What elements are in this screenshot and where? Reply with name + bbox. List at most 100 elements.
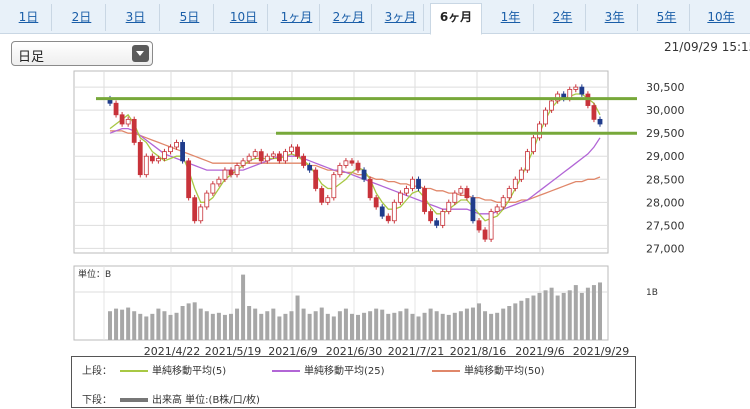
volume-bar xyxy=(549,287,554,340)
volume-bar xyxy=(585,287,590,340)
volume-bar xyxy=(525,298,530,340)
volume-tick-label: 1B xyxy=(646,288,658,298)
volume-bar xyxy=(573,285,578,340)
candle-body xyxy=(295,146,300,157)
volume-bar xyxy=(247,306,252,340)
tab-1[interactable]: 2日 xyxy=(58,4,106,31)
tab-7[interactable]: 3ヶ月 xyxy=(378,4,424,31)
x-tick-label: 2021/5/19 xyxy=(205,345,261,356)
tab-5[interactable]: 1ヶ月 xyxy=(274,4,320,31)
candle-body xyxy=(252,151,258,157)
candle-body xyxy=(446,201,452,212)
volume-bar xyxy=(144,316,149,340)
volume-bar xyxy=(241,274,246,340)
volume-bar xyxy=(295,295,300,340)
candle-body xyxy=(343,160,349,166)
volume-unit-label: 単位：B xyxy=(78,268,111,280)
candle-body xyxy=(337,165,343,176)
volume-bar xyxy=(307,313,312,340)
candle-body xyxy=(512,178,518,189)
x-tick-label: 2021/8/16 xyxy=(450,345,506,356)
tab-10[interactable]: 2年 xyxy=(540,4,586,31)
candle-body xyxy=(307,165,313,171)
x-tick-label: 2021/6/30 xyxy=(326,345,382,356)
ma5-line xyxy=(109,93,601,222)
volume-bar xyxy=(567,290,572,340)
candle-body xyxy=(573,86,579,90)
candle-body xyxy=(180,142,185,162)
candle-body xyxy=(476,220,482,231)
tab-2[interactable]: 3日 xyxy=(112,4,160,31)
volume-bar xyxy=(598,282,602,340)
candle-body xyxy=(319,188,325,203)
candle-body xyxy=(125,118,131,125)
volume-bar xyxy=(374,308,379,340)
tab-13[interactable]: 10年 xyxy=(707,10,735,24)
volume-bar xyxy=(561,292,566,340)
candle-body xyxy=(301,155,306,166)
tab-9[interactable]: 1年 xyxy=(488,4,534,31)
tab-3[interactable]: 5日 xyxy=(166,4,214,31)
volume-bar xyxy=(410,313,415,340)
candle-body xyxy=(228,169,234,176)
volume-bar xyxy=(470,307,475,340)
candle-body xyxy=(143,155,149,176)
candle-body xyxy=(325,197,331,203)
tab-12[interactable]: 5年 xyxy=(644,4,690,31)
volume-bar xyxy=(120,309,125,340)
candle-body xyxy=(349,160,355,164)
volume-bar xyxy=(343,308,348,340)
interval-select[interactable]: 日足 xyxy=(11,41,153,66)
candle-body xyxy=(234,165,240,176)
candle-body xyxy=(289,146,294,153)
volume-bar xyxy=(531,295,536,340)
volume-bar xyxy=(452,312,457,340)
dropdown-arrow-icon[interactable] xyxy=(132,45,149,62)
volume-bar xyxy=(543,290,548,340)
candle-body xyxy=(482,229,488,240)
tab-8[interactable]: 6ヶ月 xyxy=(430,3,482,35)
volume-bar xyxy=(319,307,324,340)
volume-bar xyxy=(337,311,342,340)
candle-body xyxy=(131,118,137,143)
candle-body xyxy=(434,220,440,226)
candle-body xyxy=(531,137,536,153)
chart-legend: 上段： 単純移動平均(5) 単純移動平均(25) 単純移動平均(50) 下段： … xyxy=(71,356,636,408)
volume-bar xyxy=(277,316,282,340)
ma50-swatch-icon xyxy=(432,370,460,372)
volume-bar xyxy=(398,311,403,340)
tab-11[interactable]: 3年 xyxy=(592,4,638,31)
volume-swatch-icon xyxy=(120,398,148,402)
volume-bar xyxy=(156,308,161,340)
candle-body xyxy=(458,188,464,194)
volume-bar xyxy=(283,313,288,340)
volume-bar xyxy=(259,313,264,340)
legend-volume: 出来高 単位:(B株/口/枚) xyxy=(120,391,260,406)
volume-bar xyxy=(368,311,373,340)
volume-bar xyxy=(483,311,488,340)
legend-ma50-label: 単純移動平均(50) xyxy=(464,366,545,377)
last-updated-time: 21/09/29 15:15 xyxy=(664,40,750,54)
candle-body xyxy=(537,123,542,139)
tab-6[interactable]: 2ヶ月 xyxy=(326,4,372,31)
volume-bar xyxy=(440,313,445,340)
legend-ma25: 単純移動平均(25) xyxy=(272,362,385,377)
candle-body xyxy=(410,178,415,189)
period-tabs: 1日 2日 3日 5日 10日 1ヶ月 2ヶ月 3ヶ月 6ヶ月 1年 2年 3年 5年 10年 xyxy=(0,0,750,35)
candle-body xyxy=(216,178,222,185)
candle-body xyxy=(155,158,161,162)
volume-bar xyxy=(180,306,185,340)
candle-body xyxy=(416,178,421,189)
candle-body xyxy=(119,114,125,125)
tab-0[interactable]: 1日 xyxy=(6,4,52,31)
volume-bar xyxy=(301,308,306,340)
x-tick-label: 2021/7/21 xyxy=(388,345,444,356)
x-tick-label: 2021/6/9 xyxy=(268,345,317,356)
volume-bar xyxy=(446,314,451,340)
candle-body xyxy=(452,192,458,203)
volume-bar xyxy=(537,292,542,340)
candle-body xyxy=(500,197,506,208)
volume-bar xyxy=(204,311,209,340)
tab-4[interactable]: 10日 xyxy=(220,4,268,31)
candle-body xyxy=(385,215,391,222)
